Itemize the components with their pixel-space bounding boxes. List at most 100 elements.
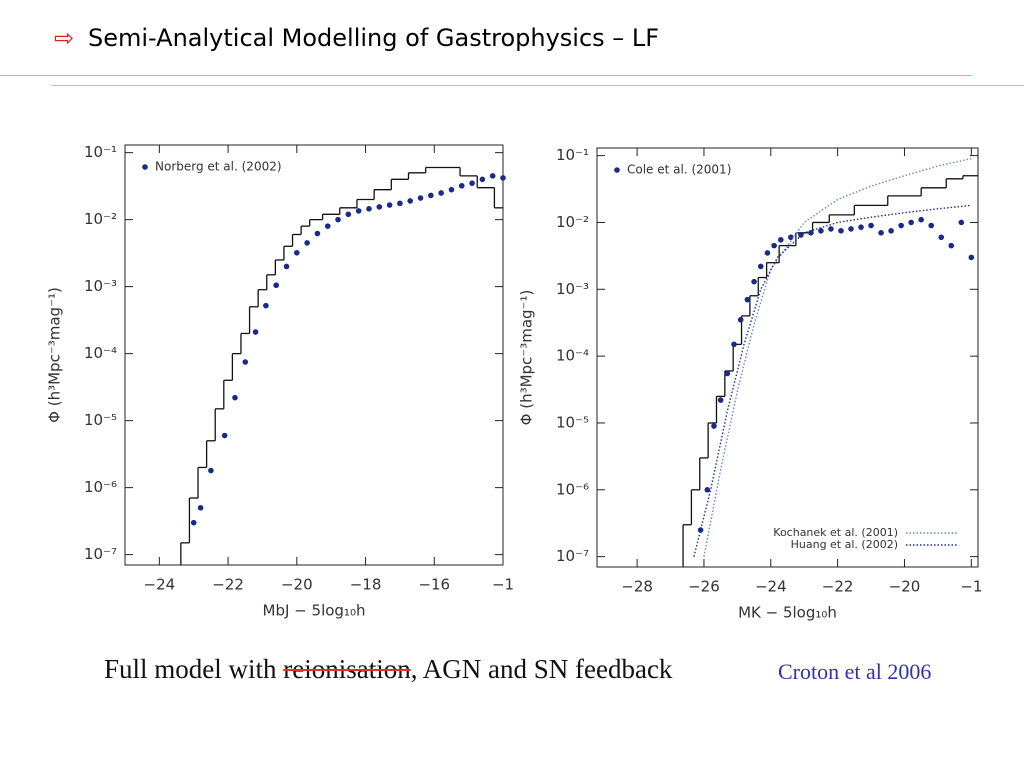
data-point — [704, 487, 711, 493]
data-point — [828, 226, 834, 232]
y-tick-label: 10⁻³ — [84, 277, 117, 295]
x-tick-label: −24 — [144, 576, 176, 594]
data-point — [858, 224, 864, 230]
y-tick-label: 10⁻³ — [556, 280, 589, 298]
data-point — [764, 250, 771, 256]
y-tick-label: 10⁻⁵ — [84, 411, 117, 429]
data-point — [918, 216, 924, 223]
data-point — [500, 175, 506, 181]
caption-text: Full model with — [104, 654, 284, 684]
data-point — [737, 316, 744, 323]
data-point — [263, 302, 269, 309]
caption-struck: reionisation — [283, 654, 411, 684]
data-point — [479, 176, 486, 183]
x-tick-label: −22 — [212, 576, 244, 594]
credit: Croton et al 2006 — [778, 659, 932, 684]
legend-marker — [142, 164, 148, 170]
data-point — [458, 182, 465, 189]
data-point — [848, 226, 854, 232]
data-point — [417, 195, 424, 201]
data-point — [335, 216, 341, 223]
y-tick-label: 10⁻¹ — [556, 146, 589, 164]
y-tick-label: 10⁻⁷ — [556, 547, 589, 565]
data-point — [888, 228, 894, 234]
y-tick-label: 10⁻⁶ — [556, 480, 589, 498]
data-point — [717, 397, 724, 403]
data-point — [428, 192, 434, 199]
x-tick-label: −26 — [688, 578, 720, 596]
data-point — [697, 527, 704, 533]
y-axis-label: Φ (h³Mpc⁻³mag⁻¹) — [518, 290, 536, 426]
data-point — [448, 186, 455, 193]
data-point — [407, 198, 414, 204]
data-point — [489, 173, 496, 179]
x-tick-label: −28 — [621, 578, 653, 596]
model-curve — [703, 157, 972, 557]
data-point — [958, 219, 965, 226]
x-tick-label: −20 — [889, 578, 921, 596]
y-axis-label: Φ (h³Mpc⁻³mag⁻¹) — [46, 287, 64, 423]
data-point — [386, 202, 393, 208]
legend-marker — [614, 167, 620, 173]
data-point — [724, 370, 731, 377]
y-tick-label: 10⁻⁶ — [84, 478, 117, 496]
plot-frame — [596, 147, 979, 568]
data-point — [818, 228, 824, 234]
divider — [0, 75, 972, 76]
data-point — [376, 204, 383, 210]
data-point — [838, 228, 844, 234]
data-point — [744, 296, 751, 303]
legend-label: Norberg et al. (2002) — [155, 160, 282, 174]
data-point — [304, 240, 310, 246]
x-tick-label: −24 — [755, 578, 787, 596]
data-point — [908, 219, 914, 226]
data-point — [751, 278, 757, 285]
y-tick-label: 10⁻⁴ — [84, 344, 117, 362]
data-point — [197, 504, 204, 511]
plot-frame — [124, 144, 504, 566]
x-axis-label: MbJ − 5log₁₀h — [263, 602, 366, 620]
data-point — [878, 230, 884, 236]
data-point — [948, 242, 955, 249]
data-point — [294, 249, 300, 256]
y-tick-label: 10⁻⁵ — [556, 413, 589, 431]
y-tick-label: 10⁻² — [556, 213, 589, 231]
data-point — [232, 394, 238, 401]
data-point — [283, 263, 290, 270]
legend-label: Cole et al. (2001) — [627, 163, 731, 177]
data-point — [938, 234, 945, 241]
caption: Full model with reionisation, AGN and SN… — [104, 654, 672, 685]
data-point — [273, 282, 280, 289]
data-point — [242, 359, 249, 365]
x-tick-label: −1 — [492, 576, 514, 594]
data-point — [208, 467, 214, 474]
data-point — [469, 180, 475, 186]
data-point — [366, 206, 372, 212]
x-tick-label: −18 — [350, 576, 382, 594]
data-point — [771, 242, 777, 249]
data-point — [868, 222, 874, 229]
x-tick-label: −1 — [960, 578, 982, 596]
data-point — [252, 329, 259, 335]
data-point — [324, 223, 331, 229]
data-point — [190, 519, 197, 526]
legend-label: Huang et al. (2002) — [791, 538, 898, 551]
y-tick-label: 10⁻¹ — [84, 143, 117, 161]
data-point — [355, 208, 362, 214]
data-point — [968, 254, 975, 261]
x-tick-label: −20 — [281, 576, 313, 594]
model-curve — [693, 204, 972, 557]
data-point — [711, 423, 717, 429]
x-tick-label: −22 — [822, 578, 854, 596]
slide-title: Semi-Analytical Modelling of Gastrophysi… — [88, 24, 660, 52]
legend-label: Kochanek et al. (2001) — [773, 526, 898, 539]
x-axis-label: MK − 5log₁₀h — [738, 604, 837, 622]
data-point — [314, 230, 321, 237]
y-tick-label: 10⁻⁷ — [84, 545, 117, 563]
caption-text: , AGN and SN feedback — [410, 654, 673, 684]
data-point — [731, 341, 737, 348]
data-point — [221, 432, 228, 439]
data-point — [438, 190, 444, 196]
